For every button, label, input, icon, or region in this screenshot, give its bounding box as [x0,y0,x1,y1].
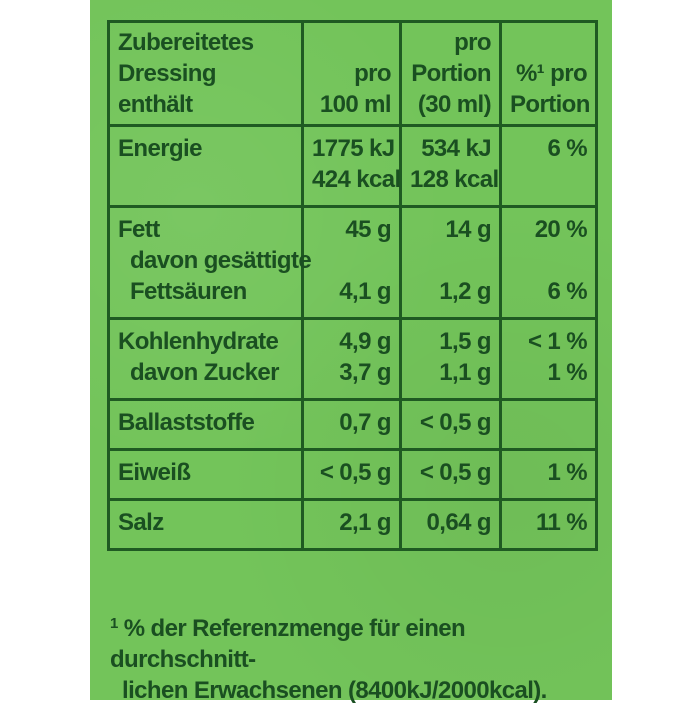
header-product-cell: Zubereitetes Dressing enthält [107,20,304,127]
header-line: 100 ml [319,91,392,118]
header-line: Portion [510,91,590,118]
footnote-marker: 1 [110,615,118,632]
value-percent: 11 % [499,498,598,551]
nutrition-facts-table: Zubereitetes Dressing enthält pro 100 ml… [107,20,598,551]
value-per-portion: 534 kJ 128 kcal [399,124,502,208]
row-label: Salz [107,498,304,551]
row-label: Eiweiß [107,448,304,501]
table-row-eiweiss: Eiweiß < 0,5 g < 0,5 g 1 % [107,448,598,501]
header-per-100ml-cell: pro 100 ml [301,20,402,127]
footnote-line-1: % der Referenzmenge für einen durchschni… [110,615,466,673]
value-per-portion: 14 g 1,2 g [399,205,502,320]
table-row-kohlenhydrate: Kohlenhydrate davon Zucker 4,9 g 3,7 g 1… [107,317,598,401]
value-per-100ml: 45 g 4,1 g [301,205,402,320]
header-line: Zubereitetes [118,29,254,56]
header-line: pro [354,60,391,87]
value-percent [499,398,598,451]
value-percent: < 1 % 1 % [499,317,598,401]
table-row-energie: Energie 1775 kJ 424 kcal 534 kJ 128 kcal… [107,124,598,208]
row-label: Energie [107,124,304,208]
value-per-100ml: 1775 kJ 424 kcal [301,124,402,208]
header-line: Dressing [118,60,217,87]
header-line: %¹ pro [515,60,588,87]
value-per-100ml: 2,1 g [301,498,402,551]
row-label: Kohlenhydrate davon Zucker [107,317,304,401]
header-line: Portion [411,60,491,87]
table-row-fett: Fett davon gesättigte Fettsäuren 45 g 4,… [107,205,598,320]
value-per-100ml: 0,7 g [301,398,402,451]
header-line: enthält [118,91,193,118]
value-per-portion: 0,64 g [399,498,502,551]
value-per-100ml: 4,9 g 3,7 g [301,317,402,401]
footnote: 1% der Referenzmenge für einen durchschn… [110,608,600,706]
row-label: Ballaststoffe [107,398,304,451]
header-percent-cell: %¹ pro Portion [499,20,598,127]
header-line: (30 ml) [417,91,492,118]
value-per-portion: 1,5 g 1,1 g [399,317,502,401]
footnote-line-2: lichen Erwachsenen (8400kJ/2000kcal). [122,677,547,704]
value-percent: 6 % [499,124,598,208]
value-percent: 1 % [499,448,598,501]
table-row-salz: Salz 2,1 g 0,64 g 11 % [107,498,598,551]
value-per-100ml: < 0,5 g [301,448,402,501]
value-per-portion: < 0,5 g [399,398,502,451]
value-percent: 20 % 6 % [499,205,598,320]
value-per-portion: < 0,5 g [399,448,502,501]
table-row-ballaststoffe: Ballaststoffe 0,7 g < 0,5 g [107,398,598,451]
header-per-portion-cell: pro Portion (30 ml) [399,20,502,127]
header-line: pro [454,29,491,56]
table-header-row: Zubereitetes Dressing enthält pro 100 ml… [107,20,598,127]
row-label: Fett davon gesättigte Fettsäuren [107,205,312,320]
